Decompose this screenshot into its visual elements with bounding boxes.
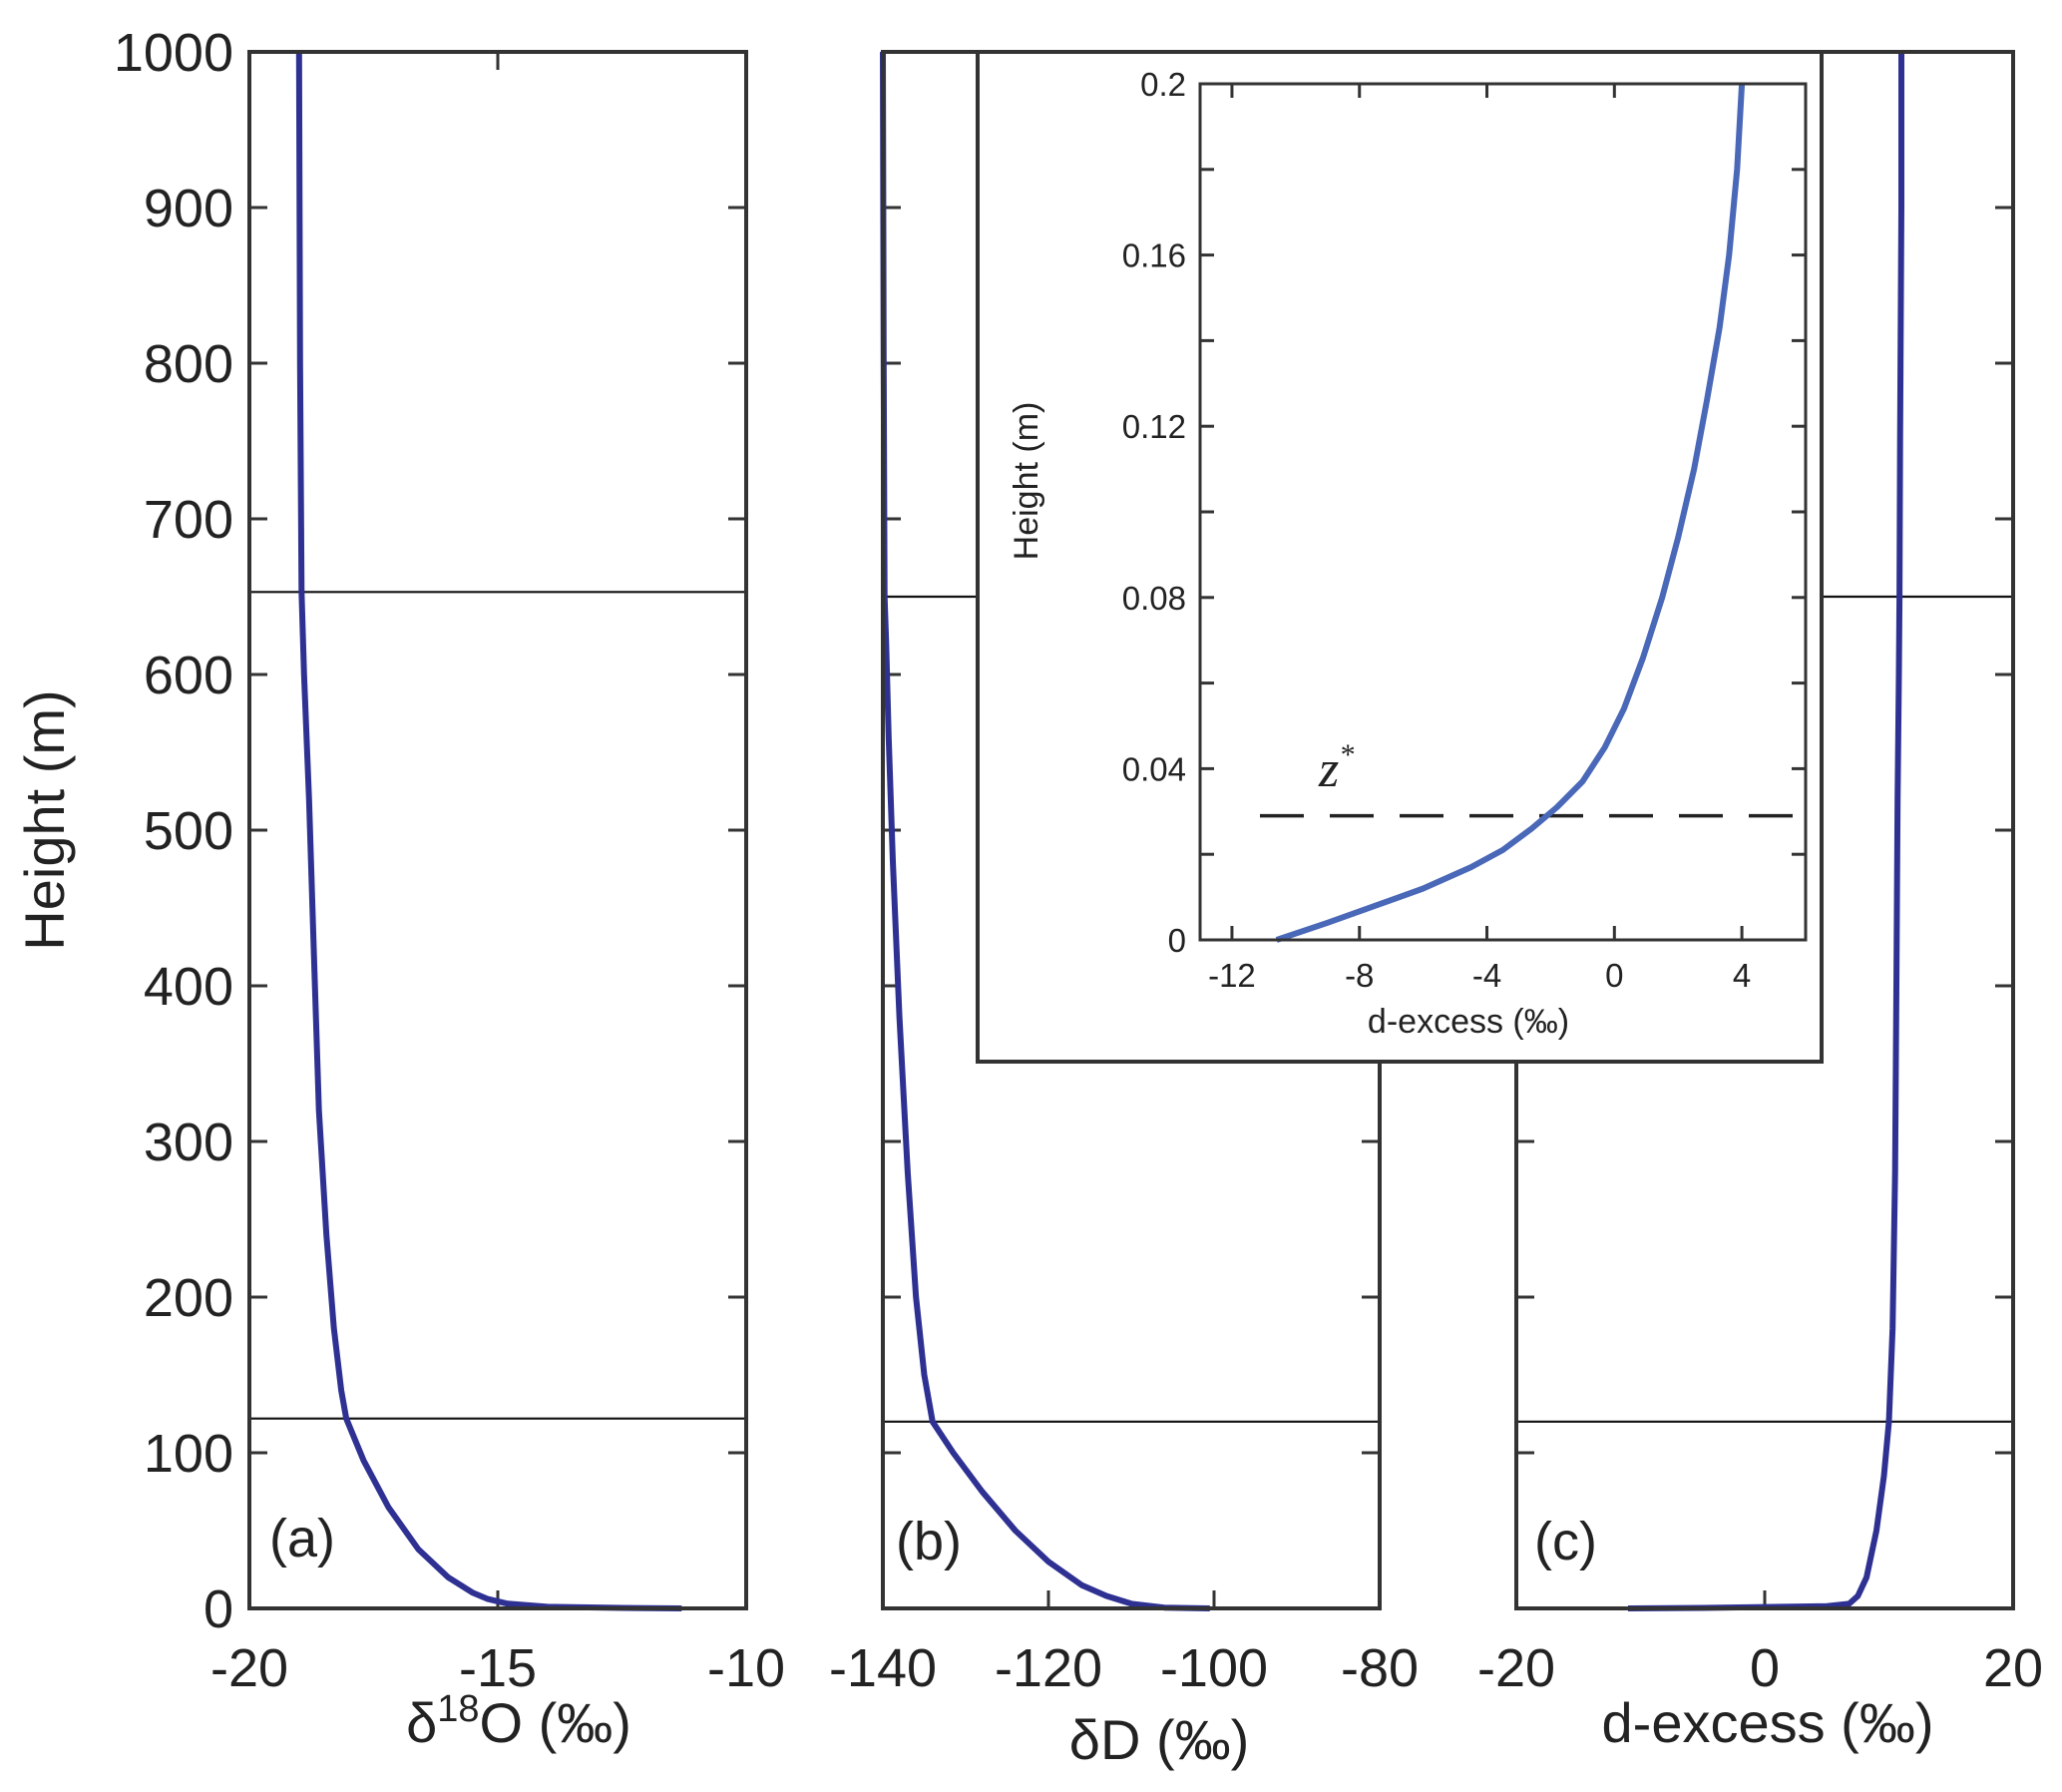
panel-a-y-axis-label: Height (m) <box>13 689 76 950</box>
inset-y-axis-label: Height (m) <box>1008 402 1045 561</box>
panel-c-x-tick-label-2: 20 <box>1983 1638 2043 1698</box>
inset-x-tick-label-4: 4 <box>1733 957 1751 994</box>
panel-a-y-tick-label-7: 700 <box>144 490 233 550</box>
panel-a-y-tick-label-4: 400 <box>144 957 233 1017</box>
panel-a-letter: (a) <box>269 1509 335 1568</box>
inset-z-star-annotation: z* <box>1318 738 1354 798</box>
panel-a-y-tick-label-5: 500 <box>144 801 233 861</box>
panel-a-y-tick-label-3: 300 <box>144 1113 233 1172</box>
panel-b-x-tick-label-0: -140 <box>829 1638 937 1698</box>
inset-curve <box>1275 83 1746 943</box>
inset-y-tick-label-1: 0.04 <box>1122 750 1186 787</box>
panel-a-y-tick-label-0: 0 <box>204 1579 233 1639</box>
panel-a-x-tick-labels: -20 -15 -10 <box>210 1638 785 1698</box>
inset-frame <box>1198 82 1808 942</box>
panel-b-x-tick-labels: -140 -120 -100 -80 <box>829 1638 1419 1698</box>
inset-box <box>976 50 1824 1064</box>
panel-a-y-tick-label-10: 1000 <box>114 23 233 83</box>
panel-b-x-axis-label: δD (‰) <box>1069 1708 1249 1771</box>
inset-x-tick-label-3: 0 <box>1605 957 1623 994</box>
panel-a-y-tick-label-2: 200 <box>144 1268 233 1328</box>
panel-b: -140 -120 -100 -80 (b) δD (‰) <box>829 50 1419 1771</box>
inset-y-tick-label-4: 0.16 <box>1122 237 1186 274</box>
panel-a-y-tick-label-9: 900 <box>144 179 233 238</box>
panel-b-x-tick-label-1: -120 <box>995 1638 1102 1698</box>
inset-y-tick-label-5: 0.2 <box>1140 66 1186 103</box>
panel-c-x-axis-label: d-excess (‰) <box>1602 1691 1934 1754</box>
panel-b-x-tick-label-3: -80 <box>1341 1638 1419 1698</box>
inset-y-tick-label-0: 0 <box>1168 922 1186 959</box>
panel-c-curve <box>1627 52 1904 1611</box>
inset-x-tick-label-2: -4 <box>1472 957 1501 994</box>
panel-a-y-tick-labels: 0 100 200 300 400 500 600 700 800 900 1000 <box>114 23 233 1639</box>
panel-a-x-axis-label: δ18O (‰) <box>406 1688 631 1754</box>
panel-c-letter: (c) <box>1534 1512 1597 1571</box>
inset-x-tick-labels: -12 -8 -4 0 4 <box>1208 957 1751 994</box>
panel-b-x-tick-label-2: -100 <box>1160 1638 1268 1698</box>
panel-a-y-tick-label-1: 100 <box>144 1424 233 1484</box>
panel-a-x-tick-label-1: -15 <box>459 1638 537 1698</box>
panel-b-curve <box>880 51 1210 1611</box>
panel-a-reference-lines <box>249 591 746 1420</box>
panel-a-frame <box>247 50 748 1610</box>
inset-y-tick-label-2: 0.08 <box>1122 580 1186 617</box>
panel-b-letter: (b) <box>896 1512 962 1571</box>
inset-x-axis-label: d-excess (‰) <box>1368 1003 1569 1041</box>
panel-c-x-tick-label-0: -20 <box>1477 1638 1555 1698</box>
panel-c-x-tick-label-1: 0 <box>1750 1638 1780 1698</box>
inset-y-tick-labels: 0 0.04 0.08 0.12 0.16 0.2 <box>1122 66 1186 959</box>
inset-x-tick-label-0: -12 <box>1208 957 1256 994</box>
panel-a-x-tick-label-0: -20 <box>210 1638 288 1698</box>
panel-c: -20 0 20 (c) d-excess (‰) <box>1477 50 2043 1754</box>
inset: -12 -8 -4 0 4 0 0.04 0.08 0.12 0.16 0.2 z* d-exce… <box>976 50 1824 1064</box>
panel-a: -20 -15 -10 0 100 200 300 400 500 600 700 800 900 10… <box>13 23 785 1754</box>
inset-x-tick-label-1: -8 <box>1345 957 1374 994</box>
panel-a-y-tick-label-8: 800 <box>144 334 233 394</box>
inset-y-tick-label-3: 0.12 <box>1122 408 1186 445</box>
panel-a-x-tick-label-2: -10 <box>707 1638 785 1698</box>
panel-a-y-tick-label-6: 600 <box>144 646 233 705</box>
panel-c-x-tick-labels: -20 0 20 <box>1477 1638 2043 1698</box>
panel-a-curve <box>295 51 682 1611</box>
